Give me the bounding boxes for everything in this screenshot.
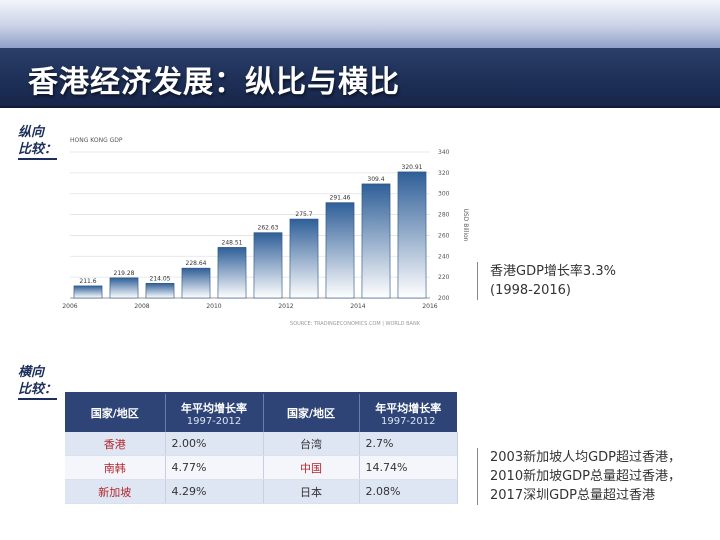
y-tick-label: 280	[438, 212, 450, 219]
table-header-row: 国家/地区 年平均增长率 1997-2012 国家/地区 年平均增长率 1997…	[65, 394, 457, 432]
bar-value-label: 309.4	[367, 176, 384, 183]
table-cell-rate: 14.74%	[359, 455, 458, 480]
chart-bar	[325, 202, 355, 299]
y-tick-label: 340	[438, 149, 450, 156]
header-region-2: 国家/地区	[263, 394, 360, 432]
bar-value-label: 228.64	[186, 260, 207, 267]
chart-bar	[289, 218, 319, 299]
top-gradient-strip	[0, 0, 720, 48]
x-tick-label: 2006	[62, 303, 77, 310]
table-cell-region: 南韩	[65, 455, 166, 480]
comparison-note-line3: 2017深圳GDP总量超过香港	[490, 488, 656, 503]
comparison-note-line1: 2003新加坡人均GDP超过香港，	[490, 450, 682, 465]
y-axis-label: USD Billion	[462, 209, 469, 242]
x-tick-label: 2010	[206, 303, 221, 310]
table-cell-region: 新加坡	[65, 479, 166, 504]
bar-value-label: 211.6	[79, 278, 96, 285]
bar-value-label: 262.63	[258, 225, 279, 232]
y-tick-label: 200	[438, 295, 450, 302]
chart-bar	[361, 183, 391, 299]
header-growth-1: 年平均增长率 1997-2012	[165, 394, 264, 432]
bar-value-label: 214.05	[150, 275, 171, 282]
table-cell-region: 中国	[263, 455, 360, 480]
table-cell-region: 香港	[65, 432, 166, 456]
header-region-1: 国家/地区	[65, 394, 166, 432]
chart-bar	[145, 283, 175, 299]
header-growth-1-title: 年平均增长率	[181, 401, 247, 415]
gdp-growth-note-line2: (1998-2016)	[490, 283, 572, 298]
section-label-horizontal-line2: 比较：	[18, 381, 58, 400]
table-row: 香港 2.00% 台湾 2.7%	[65, 432, 458, 456]
gdp-bar-chart: HONG KONG GDP 200 220 240 260 280 300 320 340 USD…	[60, 128, 480, 333]
bar-value-label: 248.51	[222, 239, 243, 246]
section-label-vertical-line2: 比较：	[18, 141, 58, 160]
chart-source: SOURCE: TRADINGECONOMICS.COM | WORLD BAN…	[290, 321, 421, 327]
table-cell-rate: 4.29%	[165, 479, 264, 504]
table-cell-rate: 4.77%	[165, 455, 264, 480]
bar-value-label: 320.91	[402, 164, 423, 171]
header-growth-2: 年平均增长率 1997-2012	[359, 394, 457, 432]
y-tick-label: 220	[438, 274, 450, 281]
x-tick-label: 2016	[422, 303, 437, 310]
chart-bar	[397, 171, 427, 299]
section-label-vertical-line1: 纵向	[18, 125, 45, 140]
gdp-growth-note: 香港GDP增长率3.3% (1998-2016)	[477, 262, 616, 300]
bar-value-label: 219.28	[114, 270, 135, 277]
y-tick-label: 300	[438, 191, 450, 198]
x-tick-label: 2014	[350, 303, 365, 310]
section-label-horizontal-line1: 横向	[18, 365, 45, 380]
table-cell-region: 日本	[263, 479, 360, 504]
table-cell-region: 台湾	[263, 432, 360, 456]
comparison-note: 2003新加坡人均GDP超过香港， 2010新加坡GDP总量超过香港， 2017…	[477, 448, 681, 505]
table-cell-rate: 2.00%	[165, 432, 264, 456]
section-label-horizontal: 横向 比较：	[18, 364, 68, 400]
header-growth-1-period: 1997-2012	[186, 415, 242, 427]
table-cell-rate: 2.7%	[359, 432, 458, 456]
chart-title: HONG KONG GDP	[70, 137, 123, 144]
growth-comparison-table: 国家/地区 年平均增长率 1997-2012 国家/地区 年平均增长率 1997…	[65, 392, 458, 504]
header-growth-2-period: 1997-2012	[380, 415, 436, 427]
section-label-vertical: 纵向 比较：	[18, 124, 68, 160]
header-growth-2-title: 年平均增长率	[375, 401, 442, 415]
chart-bar	[109, 277, 139, 299]
table-row: 新加坡 4.29% 日本 2.08%	[65, 479, 458, 504]
bar-value-label: 275.7	[295, 211, 312, 218]
gdp-growth-note-line1: 香港GDP增长率3.3%	[490, 264, 616, 279]
chart-bar	[253, 232, 283, 299]
x-tick-label: 2008	[134, 303, 149, 310]
chart-bar	[73, 285, 103, 299]
y-tick-label: 320	[438, 170, 450, 177]
slide-title: 香港经济发展：纵比与横比	[28, 65, 400, 100]
chart-bar	[181, 267, 211, 299]
y-tick-label: 260	[438, 232, 450, 239]
comparison-note-line2: 2010新加坡GDP总量超过香港，	[490, 469, 682, 484]
table-cell-rate: 2.08%	[359, 479, 458, 504]
chart-bar	[217, 247, 247, 299]
chart-svg: HONG KONG GDP 200 220 240 260 280 300 320 340 USD…	[62, 137, 469, 327]
y-tick-label: 240	[438, 253, 450, 260]
table-row: 南韩 4.77% 中国 14.74%	[65, 455, 458, 480]
bar-value-label: 291.46	[330, 195, 351, 202]
title-bar: 香港经济发展：纵比与横比	[0, 48, 720, 108]
x-tick-label: 2012	[278, 303, 293, 310]
